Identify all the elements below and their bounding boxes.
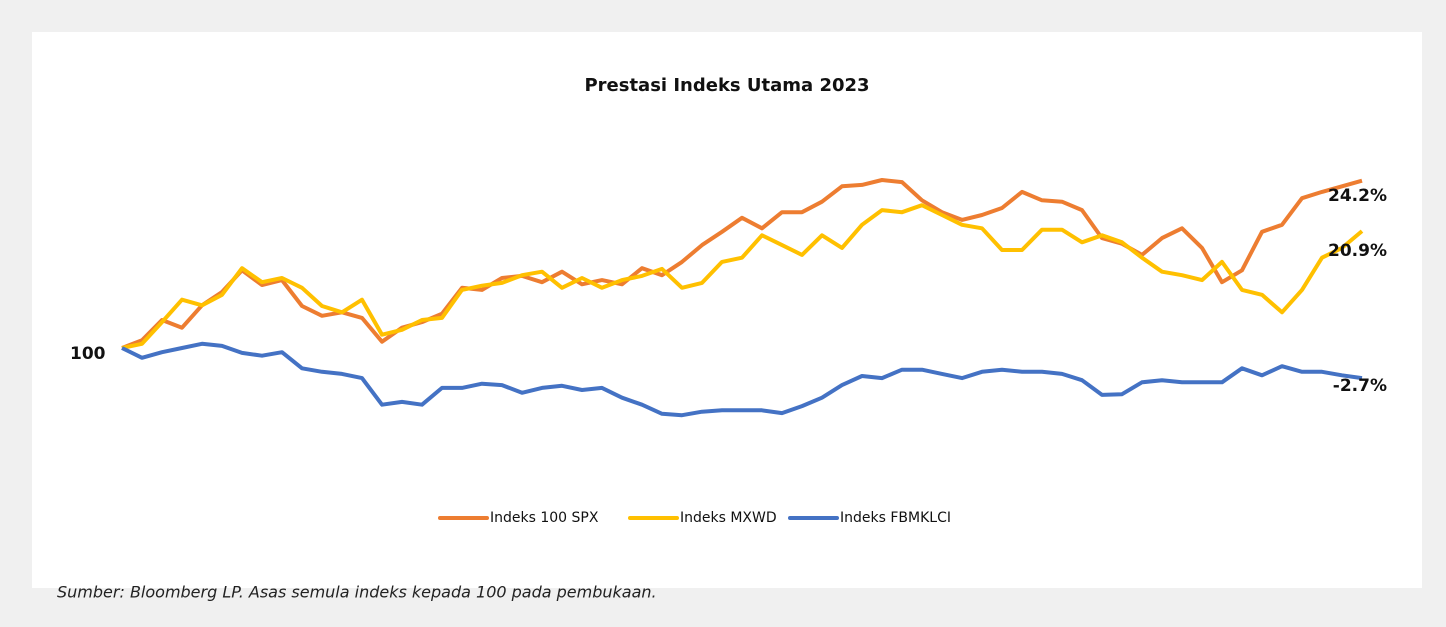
annotation: 24.2%: [1328, 186, 1387, 206]
annotation: -2.7%: [1333, 376, 1387, 396]
chart-panel: [32, 32, 1422, 588]
legend-label: Indeks 100 SPX: [490, 510, 599, 526]
annotation: 100: [70, 344, 106, 364]
legend-label: Indeks FBMKLCI: [840, 510, 951, 526]
legend-label: Indeks MXWD: [680, 510, 777, 526]
series-line: [121, 341, 1363, 418]
annotation: 20.9%: [1328, 241, 1387, 261]
footnote: Sumber: Bloomberg LP. Asas semula indeks…: [57, 583, 657, 602]
series-line: [121, 203, 1364, 350]
series-line: [121, 178, 1363, 350]
chart-title: Prestasi Indeks Utama 2023: [584, 75, 869, 96]
